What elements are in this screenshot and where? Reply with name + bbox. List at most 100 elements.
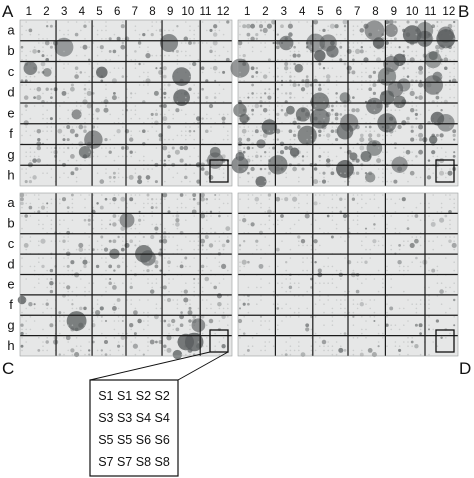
faint-spot xyxy=(428,206,430,209)
spot xyxy=(162,285,167,290)
panel-letter-c: C xyxy=(2,359,14,378)
faint-spot xyxy=(101,29,103,32)
spot xyxy=(74,74,79,79)
faint-spot xyxy=(143,63,145,65)
faint-spot xyxy=(151,126,153,128)
row-label: f xyxy=(9,297,13,312)
faint-spot xyxy=(377,332,380,335)
faint-spot xyxy=(214,349,216,352)
spot xyxy=(213,96,217,99)
spot xyxy=(448,209,452,214)
faint-spot xyxy=(281,286,283,289)
spot xyxy=(20,197,24,202)
faint-spot xyxy=(105,88,107,90)
faint-spot xyxy=(394,227,397,230)
faint-spot xyxy=(201,227,204,230)
spot xyxy=(305,323,310,328)
spot xyxy=(237,40,243,46)
faint-spot xyxy=(415,303,418,306)
faint-spot xyxy=(247,42,250,44)
faint-spot xyxy=(189,54,191,57)
faint-spot xyxy=(394,46,397,48)
spot xyxy=(104,137,108,142)
spot xyxy=(276,33,279,36)
faint-spot xyxy=(453,198,456,200)
spot xyxy=(83,218,87,222)
faint-spot xyxy=(46,206,48,209)
faint-spot xyxy=(101,227,103,230)
faint-spot xyxy=(331,324,334,327)
spot xyxy=(351,197,356,201)
spot xyxy=(65,335,71,341)
faint-spot xyxy=(71,206,74,209)
faint-spot xyxy=(193,282,195,285)
spot xyxy=(44,40,50,46)
spot xyxy=(330,54,334,58)
faint-spot xyxy=(361,244,363,247)
faint-spot xyxy=(419,176,422,179)
spot xyxy=(100,235,104,239)
spot xyxy=(250,66,255,71)
faint-spot xyxy=(164,248,166,251)
highlight-box xyxy=(435,329,455,353)
faint-spot xyxy=(214,311,216,314)
faint-spot xyxy=(323,349,325,352)
faint-spot xyxy=(218,240,221,242)
spot xyxy=(280,108,284,112)
key-row: S1 S1 S2 S2 xyxy=(98,389,170,403)
faint-spot xyxy=(113,328,116,331)
faint-spot xyxy=(445,194,447,196)
faint-spot xyxy=(289,282,292,285)
spot xyxy=(243,240,246,243)
faint-spot xyxy=(59,202,61,205)
faint-spot xyxy=(138,33,141,36)
spot xyxy=(45,24,49,28)
spot xyxy=(419,332,422,335)
faint-spot xyxy=(415,206,418,209)
spot xyxy=(88,58,91,61)
spot xyxy=(124,242,130,248)
faint-spot xyxy=(453,29,456,32)
faint-spot xyxy=(264,236,267,238)
faint-spot xyxy=(365,236,367,238)
spot xyxy=(384,23,398,37)
faint-spot xyxy=(298,282,300,285)
faint-spot xyxy=(398,353,401,356)
faint-spot xyxy=(373,117,376,120)
spot xyxy=(116,298,121,302)
faint-spot xyxy=(193,113,195,116)
faint-spot xyxy=(222,46,225,48)
faint-spot xyxy=(386,168,388,170)
faint-spot xyxy=(335,33,338,36)
spot xyxy=(431,150,436,155)
faint-spot xyxy=(453,59,456,61)
faint-spot xyxy=(432,219,435,221)
spot xyxy=(401,197,406,202)
spot xyxy=(50,96,53,99)
faint-spot xyxy=(277,96,279,99)
faint-spot xyxy=(67,159,69,162)
faint-spot xyxy=(168,151,170,153)
faint-spot xyxy=(75,126,78,128)
faint-spot xyxy=(386,134,388,137)
spot xyxy=(49,117,53,121)
faint-spot xyxy=(264,341,267,343)
spot xyxy=(117,235,120,239)
faint-spot xyxy=(113,303,116,306)
faint-spot xyxy=(310,46,313,48)
faint-spot xyxy=(445,290,447,293)
faint-spot xyxy=(214,257,216,259)
faint-spot xyxy=(164,180,166,183)
column-label: 1 xyxy=(244,6,250,18)
faint-spot xyxy=(293,138,296,141)
faint-spot xyxy=(147,46,149,48)
faint-spot xyxy=(101,332,103,335)
faint-spot xyxy=(298,50,300,53)
spot xyxy=(66,264,70,268)
faint-spot xyxy=(25,151,28,153)
faint-spot xyxy=(122,176,124,179)
spot xyxy=(262,27,268,33)
spot xyxy=(24,214,28,218)
spot xyxy=(45,340,49,344)
faint-spot xyxy=(377,155,380,158)
